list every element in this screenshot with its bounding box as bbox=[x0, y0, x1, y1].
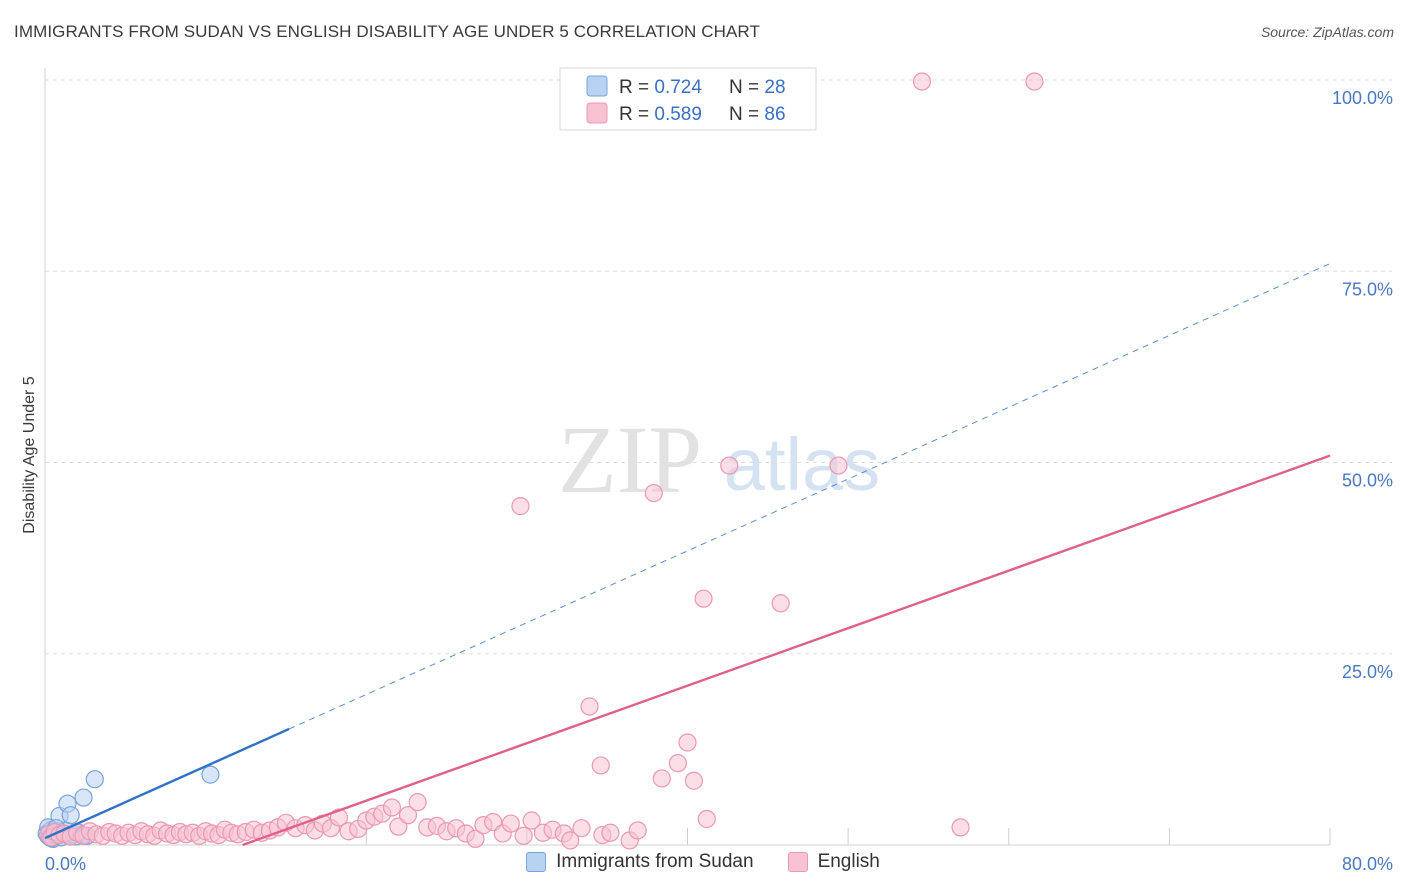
axes bbox=[44, 68, 1330, 846]
legend-label-english: English bbox=[817, 851, 880, 872]
english-point bbox=[951, 818, 970, 837]
english-point bbox=[668, 754, 687, 773]
legend-r-label: R = bbox=[619, 104, 654, 125]
english-point bbox=[912, 72, 932, 91]
english-point bbox=[398, 806, 418, 825]
english-point bbox=[408, 793, 427, 812]
y-axis-title: Disability Age Under 5 bbox=[21, 376, 38, 534]
x-tick-labels: 0.0% 80.0% bbox=[45, 854, 1393, 874]
english-points bbox=[39, 72, 1044, 850]
sudan-point bbox=[61, 806, 80, 825]
english-point bbox=[697, 809, 716, 829]
y-tick-label: 25.0% bbox=[1342, 662, 1393, 682]
y-tick-label: 50.0% bbox=[1342, 471, 1393, 491]
english-point bbox=[601, 823, 620, 842]
legend-n-value: 28 bbox=[764, 77, 785, 98]
legend-r-value: 0.589 bbox=[654, 104, 702, 125]
y-tick-labels: 25.0% 50.0% 75.0% 100.0% bbox=[1332, 88, 1393, 682]
legend-swatch-sudan bbox=[526, 852, 547, 872]
english-point bbox=[771, 594, 790, 613]
watermark-atlas: atlas bbox=[724, 423, 880, 506]
english-point bbox=[591, 756, 610, 775]
legend-n-value: 86 bbox=[764, 104, 785, 125]
y-tick-label: 75.0% bbox=[1342, 279, 1393, 299]
sudan-point bbox=[201, 765, 220, 784]
watermark-zip: ZIP bbox=[558, 406, 702, 513]
legend-label-sudan: Immigrants from Sudan bbox=[556, 851, 754, 872]
x-tick-label: 80.0% bbox=[1342, 854, 1393, 874]
legend-n-label: N = bbox=[729, 77, 764, 98]
english-point bbox=[1025, 72, 1044, 91]
english-point bbox=[501, 814, 520, 833]
chart-source: Source: ZipAtlas.com bbox=[1260, 24, 1394, 40]
sudan-trend-line bbox=[44, 727, 290, 840]
legend-swatch-english bbox=[586, 102, 608, 124]
english-point bbox=[644, 484, 663, 503]
english-point bbox=[466, 829, 485, 848]
english-point bbox=[522, 811, 541, 830]
chart-title: IMMIGRANTS FROM SUDAN VS ENGLISH DISABIL… bbox=[14, 22, 760, 41]
english-point bbox=[382, 798, 402, 817]
english-point bbox=[829, 456, 848, 475]
legend-swatch-english bbox=[787, 852, 808, 872]
english-point bbox=[572, 819, 591, 838]
legend-item-sudan[interactable]: Immigrants from Sudan bbox=[526, 851, 754, 873]
english-point bbox=[652, 769, 671, 788]
english-point bbox=[580, 697, 599, 716]
english-point bbox=[628, 821, 647, 840]
sudan-point bbox=[74, 788, 93, 807]
series-legend: Immigrants from Sudan English bbox=[0, 851, 1406, 873]
trend-lines bbox=[44, 263, 1331, 847]
x-tick-label: 0.0% bbox=[45, 854, 86, 874]
legend-swatch-sudan bbox=[586, 75, 608, 97]
y-tick-label: 100.0% bbox=[1332, 88, 1393, 108]
english-point bbox=[684, 771, 704, 790]
english-point bbox=[678, 733, 697, 752]
english-point bbox=[720, 456, 739, 475]
grid bbox=[45, 79, 1392, 845]
english-point bbox=[561, 831, 580, 850]
english-point bbox=[694, 589, 713, 608]
sudan-trend-extension bbox=[288, 263, 1331, 730]
legend-r-label: R = bbox=[619, 77, 654, 98]
legend-r-value: 0.724 bbox=[654, 77, 702, 98]
svg-text:N = 28: N = 28 bbox=[729, 77, 786, 98]
legend-item-english[interactable]: English bbox=[787, 851, 880, 873]
english-trend-line bbox=[242, 454, 1331, 847]
sudan-point bbox=[85, 770, 104, 789]
svg-text:R = 0.589: R = 0.589 bbox=[619, 104, 702, 125]
legend-n-label: N = bbox=[729, 104, 764, 125]
svg-text:R = 0.724: R = 0.724 bbox=[619, 77, 702, 98]
english-point bbox=[514, 826, 533, 845]
svg-text:N = 86: N = 86 bbox=[729, 104, 786, 125]
stats-legend: R = 0.724 N = 28 R = 0.589 N = 86 bbox=[559, 67, 817, 131]
english-point bbox=[511, 497, 530, 516]
